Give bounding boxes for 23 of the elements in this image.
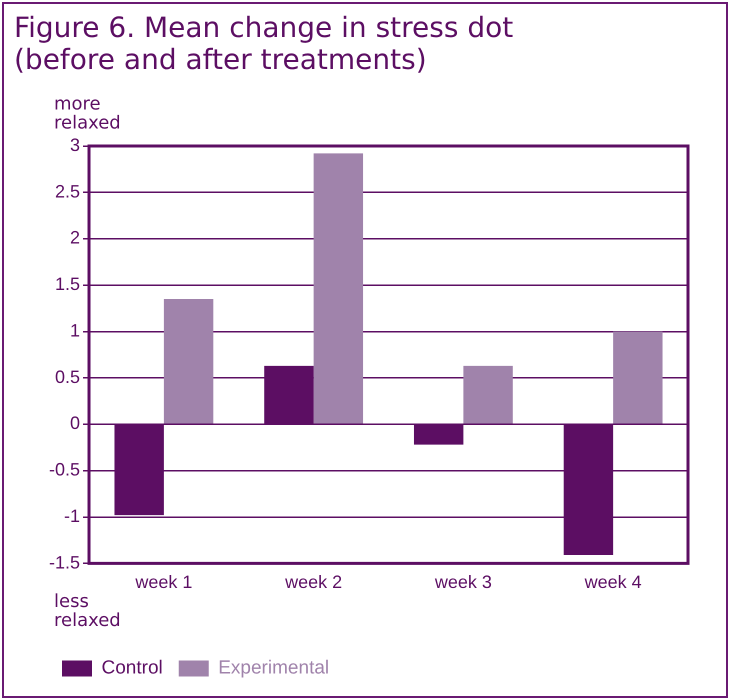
y-tick-label: -1.5 bbox=[48, 552, 80, 572]
y-tick-label: 1 bbox=[70, 320, 80, 340]
bar bbox=[314, 153, 364, 424]
legend-label: Experimental bbox=[218, 658, 330, 679]
bar bbox=[463, 366, 513, 424]
y-tick-label: 0 bbox=[70, 413, 80, 434]
x-tick-label: week 2 bbox=[284, 572, 342, 592]
legend-label: Control bbox=[102, 658, 163, 679]
text: less relaxed bbox=[54, 591, 121, 632]
y-tick-label: 3 bbox=[70, 134, 80, 155]
x-tick-label: week 4 bbox=[584, 572, 642, 592]
y-tick-label: -0.5 bbox=[48, 460, 80, 480]
y-tick-label: 2 bbox=[70, 228, 80, 248]
text: more relaxed bbox=[54, 94, 121, 134]
y-tick-label: 2.5 bbox=[54, 181, 80, 202]
chart-title: Figure 6. Mean change in stress dot (before and after treatments) bbox=[14, 11, 514, 76]
x-tick-label: week 3 bbox=[434, 572, 492, 592]
y-tick-label: -1 bbox=[64, 506, 80, 526]
y-tick-label: 0.5 bbox=[54, 366, 80, 387]
y-tick-label: 1.5 bbox=[54, 274, 80, 294]
x-tick-label: week 1 bbox=[134, 572, 192, 592]
bar bbox=[613, 332, 663, 424]
bar bbox=[164, 299, 214, 424]
